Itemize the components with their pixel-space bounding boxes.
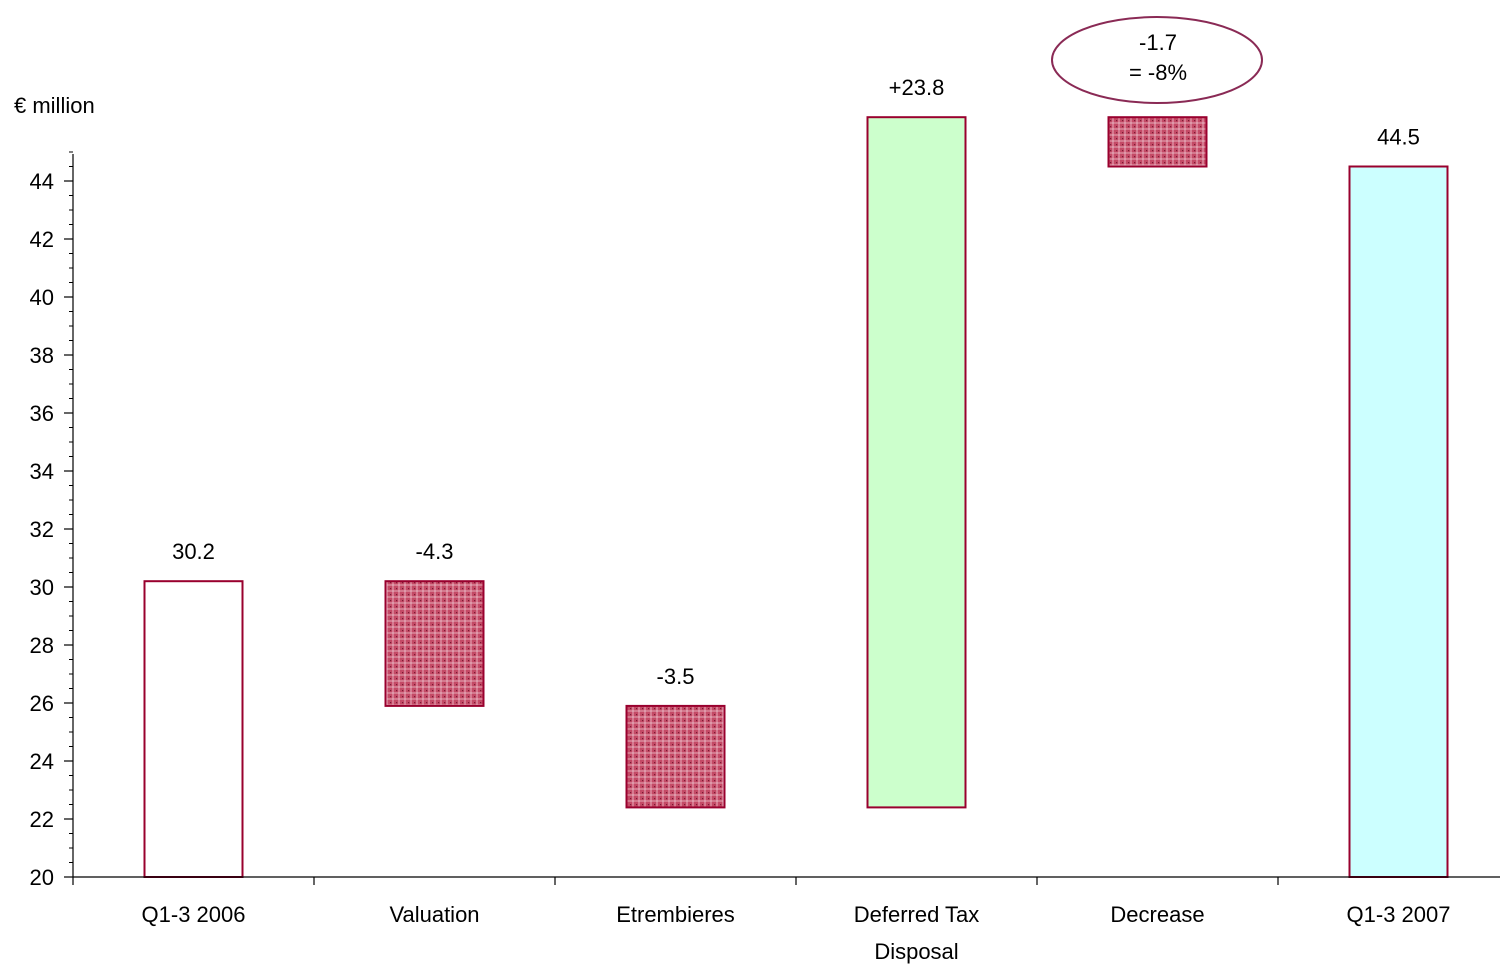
x-tick-label: Q1-3 2006 (142, 902, 246, 927)
decrease-annotation: -1.7 = -8% (1051, 16, 1263, 104)
x-tick-label: Deferred Tax (854, 902, 980, 927)
y-tick-label: 20 (30, 865, 54, 890)
x-tick-label: Q1-3 2007 (1347, 902, 1451, 927)
x-tick-label: Decrease (1110, 902, 1204, 927)
data-label: -4.3 (416, 539, 454, 564)
bar-etrembieres (625, 704, 726, 809)
data-label: 44.5 (1377, 125, 1420, 150)
y-tick-label: 32 (30, 517, 54, 542)
bar-valuation (384, 580, 485, 707)
annotation-line-2: = -8% (1129, 60, 1187, 85)
data-label: 30.2 (172, 539, 215, 564)
bars-layer: 30.2-4.3-3.5+23.8-1.744.5 (143, 75, 1449, 878)
bar-deferred-tax (866, 116, 967, 809)
bar-q1-3-2007 (1348, 165, 1449, 878)
bar-decrease (1107, 116, 1208, 168)
y-tick-label: 24 (30, 749, 54, 774)
data-label: +23.8 (889, 75, 945, 100)
y-tick-label: 44 (30, 169, 54, 194)
y-tick-label: 26 (30, 691, 54, 716)
annotation-ellipse (1051, 16, 1263, 104)
y-tick-label: 22 (30, 807, 54, 832)
data-label: -3.5 (657, 664, 695, 689)
bar-q1-3-2006 (143, 580, 244, 878)
x-tick-label: Etrembieres (616, 902, 735, 927)
y-tick-label: 34 (30, 459, 54, 484)
x-tick-label-line-2: Disposal (874, 939, 958, 964)
axis-layer: 20 22 24 26 28 30 32 34 36 38 40 42 44 Q1-3 2006 Valua… (30, 151, 1500, 964)
x-tick-label: Valuation (389, 902, 479, 927)
y-tick-label: 38 (30, 343, 54, 368)
annotation-line-1: -1.7 (1139, 30, 1177, 55)
y-tick-label: 36 (30, 401, 54, 426)
y-tick-label: 42 (30, 227, 54, 252)
y-tick-label: 30 (30, 575, 54, 600)
y-axis-title: € million (14, 93, 95, 118)
y-tick-label: 40 (30, 285, 54, 310)
y-tick-label: 28 (30, 633, 54, 658)
